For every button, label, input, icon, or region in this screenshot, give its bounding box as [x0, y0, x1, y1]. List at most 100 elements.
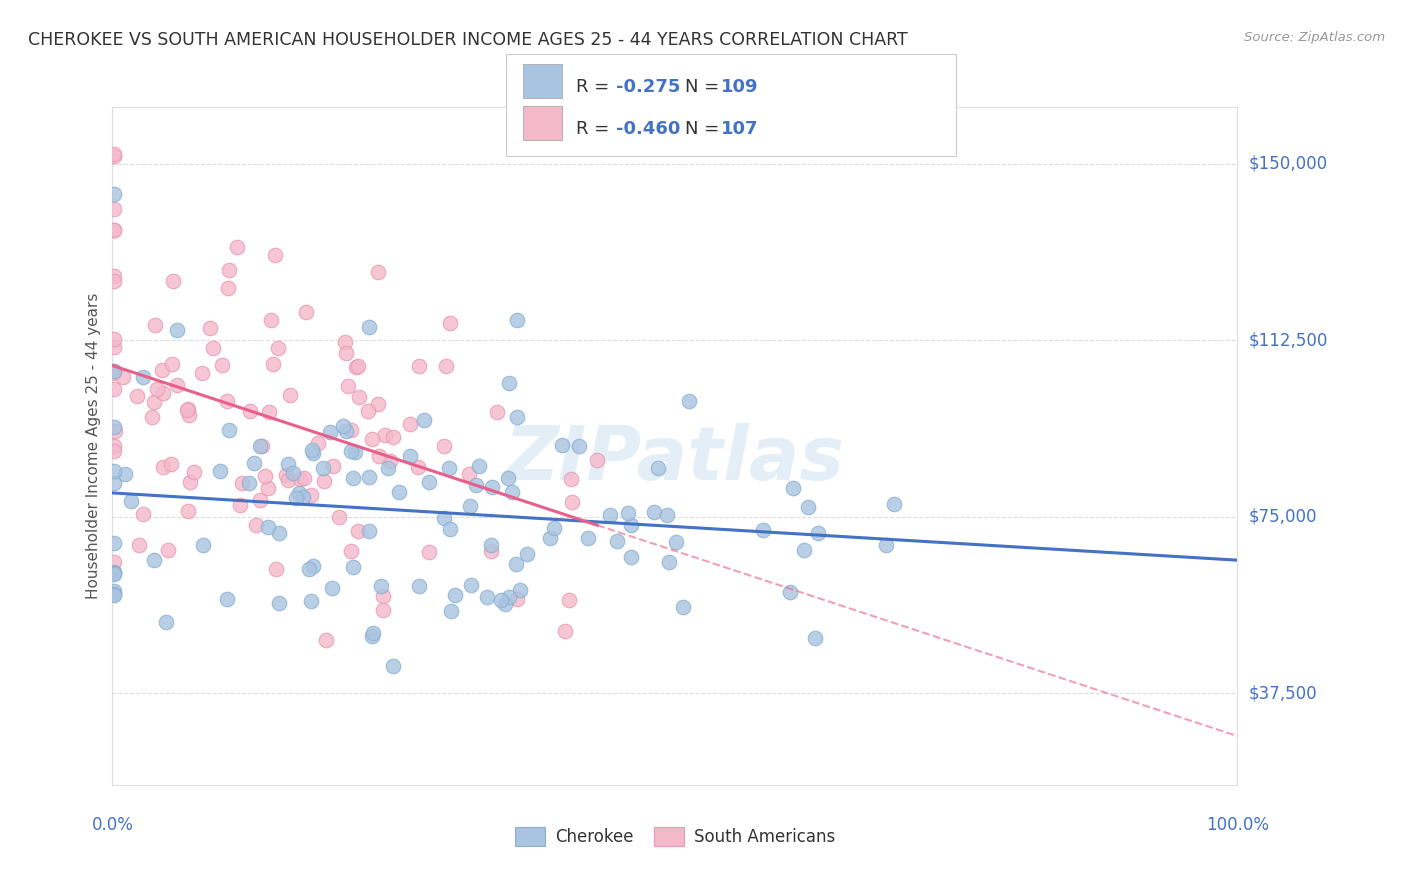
- Point: [242, 456, 264, 470]
- Point: [162, 274, 184, 288]
- Point: [505, 557, 527, 571]
- Point: [558, 592, 581, 607]
- Point: [381, 429, 404, 443]
- Point: [458, 499, 481, 513]
- Point: [141, 410, 163, 425]
- Point: [468, 458, 491, 473]
- Point: [494, 598, 516, 612]
- Point: [260, 313, 283, 327]
- Point: [160, 357, 183, 371]
- Point: [112, 370, 135, 384]
- Text: CHEROKEE VS SOUTH AMERICAN HOUSEHOLDER INCOME AGES 25 - 44 YEARS CORRELATION CHA: CHEROKEE VS SOUTH AMERICAN HOUSEHOLDER I…: [28, 31, 908, 49]
- Text: N =: N =: [685, 120, 724, 138]
- Point: [339, 543, 361, 558]
- Point: [299, 594, 322, 608]
- Point: [114, 467, 136, 482]
- Point: [103, 475, 125, 490]
- Point: [550, 438, 572, 452]
- Point: [671, 600, 693, 615]
- Point: [267, 342, 290, 356]
- Point: [267, 525, 290, 540]
- Point: [103, 149, 125, 163]
- Point: [256, 520, 278, 534]
- Point: [267, 596, 290, 610]
- Point: [335, 424, 357, 438]
- Point: [586, 453, 609, 467]
- Point: [257, 481, 280, 495]
- Point: [498, 590, 520, 604]
- Point: [398, 449, 420, 463]
- Text: R =: R =: [576, 78, 616, 95]
- Text: N =: N =: [685, 78, 724, 95]
- Point: [554, 624, 576, 638]
- Point: [150, 362, 173, 376]
- Point: [620, 518, 643, 533]
- Point: [458, 467, 481, 482]
- Point: [295, 305, 318, 319]
- Point: [257, 405, 280, 419]
- Text: $37,500: $37,500: [1249, 684, 1317, 702]
- Point: [143, 318, 166, 333]
- Point: [336, 379, 359, 393]
- Point: [359, 469, 381, 483]
- Text: 107: 107: [721, 120, 759, 138]
- Point: [340, 444, 363, 458]
- Point: [183, 465, 205, 479]
- Point: [344, 445, 367, 459]
- Point: [103, 443, 125, 458]
- Text: ZIPatlas: ZIPatlas: [505, 423, 845, 496]
- Point: [128, 538, 150, 552]
- Point: [132, 507, 155, 521]
- Point: [103, 366, 125, 380]
- Point: [103, 340, 125, 354]
- Point: [191, 538, 214, 552]
- Point: [299, 487, 322, 501]
- Point: [103, 275, 125, 289]
- Point: [103, 584, 125, 599]
- Point: [779, 585, 801, 599]
- Point: [516, 548, 538, 562]
- Point: [433, 510, 456, 524]
- Point: [152, 460, 174, 475]
- Point: [103, 222, 125, 236]
- Point: [156, 543, 179, 558]
- Point: [179, 408, 201, 422]
- Point: [166, 377, 188, 392]
- Point: [408, 359, 430, 374]
- Point: [367, 397, 389, 411]
- Point: [155, 615, 177, 629]
- Point: [340, 423, 363, 437]
- Point: [479, 544, 502, 558]
- Point: [437, 461, 460, 475]
- Point: [103, 269, 125, 284]
- Point: [408, 580, 430, 594]
- Point: [413, 413, 436, 427]
- Point: [288, 486, 311, 500]
- Point: [489, 593, 512, 607]
- Point: [665, 535, 688, 549]
- Point: [647, 460, 669, 475]
- Point: [103, 588, 125, 602]
- Point: [176, 402, 198, 417]
- Point: [361, 626, 384, 640]
- Point: [439, 316, 461, 330]
- Point: [560, 472, 582, 486]
- Point: [312, 474, 335, 488]
- Point: [152, 386, 174, 401]
- Point: [388, 485, 411, 500]
- Point: [561, 495, 583, 509]
- Point: [418, 475, 440, 489]
- Point: [301, 446, 323, 460]
- Point: [377, 460, 399, 475]
- Point: [103, 439, 125, 453]
- Point: [103, 147, 125, 161]
- Point: [292, 490, 315, 504]
- Point: [103, 566, 125, 581]
- Point: [347, 524, 370, 538]
- Y-axis label: Householder Income Ages 25 - 44 years: Householder Income Ages 25 - 44 years: [86, 293, 101, 599]
- Point: [782, 481, 804, 495]
- Point: [332, 419, 354, 434]
- Point: [439, 522, 461, 536]
- Point: [198, 320, 221, 334]
- Text: $112,500: $112,500: [1249, 331, 1327, 349]
